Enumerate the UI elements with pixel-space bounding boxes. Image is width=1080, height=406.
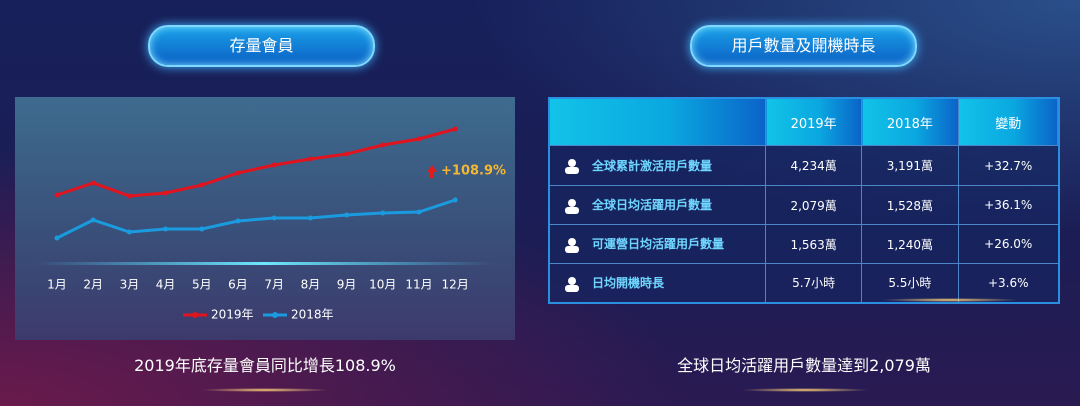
point bbox=[235, 170, 241, 176]
line bbox=[56, 198, 456, 240]
icon bbox=[565, 198, 579, 214]
point bbox=[90, 180, 96, 186]
cell-value: 4,234萬 bbox=[790, 159, 837, 173]
x-tick-label: 5月 bbox=[192, 278, 212, 292]
glow bbox=[740, 388, 870, 392]
cell-value: 1,528萬 bbox=[886, 198, 934, 213]
data-cell: +26.0% bbox=[957, 224, 1060, 264]
x-tick-label: 12月 bbox=[442, 278, 469, 292]
data-table: 2019年 2018年 變動 全球累計激活用戶數量 4,234萬 3,191萬 +32.7… bbox=[548, 97, 1060, 304]
data-cell: 1,528萬 bbox=[861, 185, 959, 225]
point bbox=[199, 182, 205, 188]
data-cell: 5.7小時 bbox=[764, 263, 863, 303]
line bbox=[56, 127, 456, 198]
legend-marker bbox=[192, 312, 198, 318]
cell-value: 1,240萬 bbox=[886, 237, 934, 252]
cell-value: +26.0% bbox=[984, 237, 1033, 251]
cell-value: 3,191萬 bbox=[886, 159, 934, 173]
panel-title: 用戶數量及開機時長 bbox=[690, 25, 917, 67]
header-cell: 變動 bbox=[957, 97, 1060, 146]
point bbox=[416, 209, 422, 215]
table-row: 可運營日均活躍用戶數量 1,563萬 1,240萬 +26.0% bbox=[548, 224, 1060, 264]
glow bbox=[200, 388, 330, 392]
row-label: 全球累計激活用戶數量 bbox=[592, 158, 713, 173]
x-tick-label: 2月 bbox=[83, 278, 103, 292]
row-label-cell: 全球日均活躍用戶數量 bbox=[548, 185, 766, 225]
baseline bbox=[35, 262, 495, 265]
point bbox=[452, 126, 458, 132]
x-tick-label: 10月 bbox=[369, 278, 396, 292]
x-tick-label: 7月 bbox=[264, 278, 284, 292]
data-cell: 3,191萬 bbox=[861, 145, 959, 186]
point bbox=[54, 192, 60, 198]
cell-value: 5.7小時 bbox=[792, 276, 836, 291]
x-tick-label: 9月 bbox=[337, 278, 357, 292]
header-cell bbox=[548, 97, 766, 146]
row-label-cell: 日均開機時長 bbox=[548, 263, 766, 303]
point bbox=[163, 226, 169, 232]
cell-value: +36.1% bbox=[984, 198, 1033, 212]
header-cell: 2019年 bbox=[764, 97, 863, 146]
table-row: 全球日均活躍用戶數量 2,079萬 1,528萬 +36.1% bbox=[548, 185, 1060, 225]
point bbox=[452, 197, 458, 203]
point bbox=[380, 142, 386, 148]
glow bbox=[880, 298, 1020, 302]
cell-value: +32.7% bbox=[984, 158, 1033, 173]
cell-value: +3.6% bbox=[987, 275, 1029, 290]
data-cell: 2,079萬 bbox=[764, 185, 863, 225]
x-tick-label: 3月 bbox=[120, 278, 140, 292]
data-cell: 1,240萬 bbox=[861, 224, 959, 264]
cell-value: 2,079萬 bbox=[790, 198, 837, 213]
annotation: +108.9% bbox=[441, 164, 506, 179]
panel-title: 存量會員 bbox=[148, 25, 375, 67]
icon bbox=[565, 237, 579, 253]
table-row: 日均開機時長 5.7小時 5.5小時 +3.6% bbox=[548, 263, 1060, 303]
legend-marker bbox=[272, 312, 278, 318]
caption: 全球日均活躍用戶數量達到2,079萬 bbox=[677, 356, 931, 375]
table-row: 全球累計激活用戶數量 4,234萬 3,191萬 +32.7% bbox=[548, 145, 1060, 186]
data-cell: +32.7% bbox=[957, 145, 1060, 186]
point bbox=[199, 226, 205, 232]
up-arrow bbox=[427, 165, 437, 178]
legend-label: 2019年 bbox=[211, 308, 254, 322]
legend-label: 2018年 bbox=[291, 308, 334, 322]
x-tick-label: 1月 bbox=[47, 278, 67, 292]
point bbox=[126, 229, 132, 235]
caption: 2019年底存量會員同比增長108.9% bbox=[134, 356, 396, 375]
header-cell: 2018年 bbox=[861, 97, 959, 146]
x-tick-label: 8月 bbox=[301, 278, 321, 292]
point bbox=[344, 212, 350, 218]
data-cell: 1,563萬 bbox=[764, 224, 863, 264]
data-cell: 5.5小時 bbox=[861, 263, 959, 303]
data-cell: 4,234萬 bbox=[764, 145, 863, 186]
point bbox=[380, 210, 386, 216]
icon bbox=[565, 159, 579, 175]
point bbox=[271, 215, 277, 221]
point bbox=[163, 190, 169, 196]
x-tick-label: 6月 bbox=[228, 278, 248, 292]
point bbox=[126, 193, 132, 199]
point bbox=[307, 215, 313, 221]
row-label: 可運營日均活躍用戶數量 bbox=[592, 237, 725, 252]
point bbox=[416, 136, 422, 142]
point bbox=[344, 151, 350, 157]
row-label-cell: 可運營日均活躍用戶數量 bbox=[548, 224, 766, 264]
x-tick-label: 4月 bbox=[156, 278, 176, 292]
cell-value: 5.5小時 bbox=[888, 276, 932, 291]
x-tick-label: 11月 bbox=[405, 278, 432, 292]
data-cell: +36.1% bbox=[957, 185, 1060, 225]
icon bbox=[565, 276, 579, 292]
row-label: 全球日均活躍用戶數量 bbox=[592, 198, 713, 213]
point bbox=[54, 235, 60, 241]
row-label: 日均開機時長 bbox=[592, 276, 665, 290]
row-label-cell: 全球累計激活用戶數量 bbox=[548, 145, 766, 186]
chart: +108.9% 1月 2月 3月 4月 5月 6月 7月 8月 9月 10月 11月 12月 2019年… bbox=[35, 126, 506, 322]
point bbox=[90, 217, 96, 223]
data-cell: +3.6% bbox=[957, 263, 1060, 303]
point bbox=[307, 156, 313, 162]
point bbox=[271, 162, 277, 168]
cell-value: 1,563萬 bbox=[790, 237, 837, 252]
point bbox=[235, 218, 241, 224]
